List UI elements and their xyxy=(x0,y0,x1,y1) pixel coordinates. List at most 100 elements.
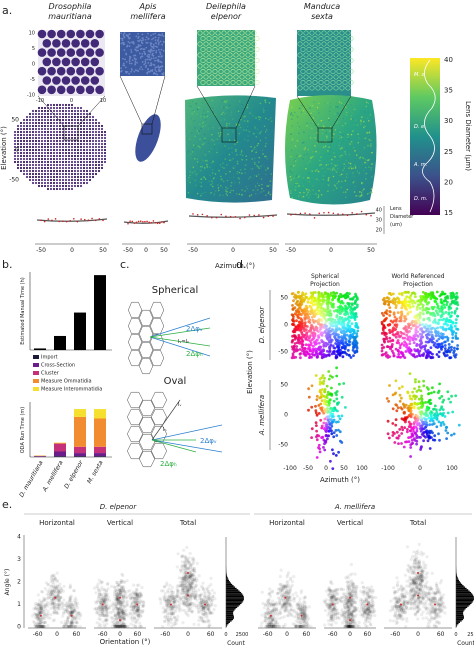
projection-point xyxy=(453,346,456,350)
ommatidium xyxy=(300,196,303,199)
projection-point xyxy=(437,420,441,424)
ommatidium xyxy=(25,118,29,122)
projection-point xyxy=(298,352,302,356)
projection-point xyxy=(328,321,332,325)
ommatidium xyxy=(303,180,305,183)
ommatidium xyxy=(303,191,305,194)
ommatidium xyxy=(22,142,26,146)
ommatidium xyxy=(217,187,220,189)
ommatidium xyxy=(301,142,304,144)
ommatidium xyxy=(216,138,219,140)
ommatidium xyxy=(194,135,197,137)
ommatidium xyxy=(55,169,59,173)
projection-point xyxy=(309,341,313,345)
ommatidium xyxy=(258,184,260,187)
ommatidium xyxy=(67,118,71,122)
ommatidium xyxy=(49,169,53,173)
lens xyxy=(154,36,157,39)
projection-point xyxy=(327,370,331,373)
ommatidium xyxy=(79,166,83,170)
projection-point xyxy=(383,296,386,300)
projection-point xyxy=(293,342,297,345)
zoom-box xyxy=(317,127,333,143)
projection-point xyxy=(437,350,441,354)
ommatidium xyxy=(67,142,71,146)
lens xyxy=(321,41,327,47)
ommatidium xyxy=(297,176,299,179)
ommatidium xyxy=(367,159,370,162)
projection-point xyxy=(295,294,299,298)
projection-point xyxy=(435,425,439,429)
projection-point xyxy=(325,328,328,331)
ommatidium xyxy=(250,194,253,196)
projection-point xyxy=(404,327,408,331)
lens xyxy=(321,63,327,69)
projection-point xyxy=(446,337,450,340)
projection-point xyxy=(392,354,396,358)
ommatidium xyxy=(344,123,346,125)
lens xyxy=(206,46,212,52)
projection-point xyxy=(304,304,308,308)
ommatidium xyxy=(82,154,86,158)
lens xyxy=(318,69,324,75)
ommatidium xyxy=(58,130,62,134)
projection-point xyxy=(335,314,339,317)
ommatidium xyxy=(303,154,305,156)
ommatidium xyxy=(264,101,267,104)
ommatidium xyxy=(58,103,62,107)
lens xyxy=(149,44,152,46)
ommatidium xyxy=(230,181,233,184)
projection-point xyxy=(291,347,295,351)
projection-point xyxy=(436,330,440,334)
projection-point xyxy=(409,310,412,314)
tick-label: -50 xyxy=(9,177,19,184)
ommatidium xyxy=(358,156,361,159)
ommatidium xyxy=(321,167,324,170)
projection-point xyxy=(440,405,444,409)
lens xyxy=(342,69,348,75)
tick-label: -50 xyxy=(278,442,288,449)
lens xyxy=(339,85,345,91)
lens xyxy=(248,80,254,86)
projection-point xyxy=(409,455,412,458)
ommatidium xyxy=(231,160,233,162)
projection-point xyxy=(411,390,414,394)
ommatidium xyxy=(43,172,47,176)
ommatidium xyxy=(254,127,257,129)
projection-point xyxy=(325,423,329,427)
ommatidium xyxy=(352,181,354,184)
ommatidium xyxy=(346,147,348,150)
ray xyxy=(149,336,211,347)
ommatidium xyxy=(34,148,38,152)
ommatidium xyxy=(262,107,264,110)
ommatidium xyxy=(22,163,26,167)
ommatidium xyxy=(43,163,47,167)
projection-point xyxy=(404,290,408,294)
ommatidium xyxy=(49,160,53,164)
diameter-point xyxy=(58,220,61,223)
ommatidium xyxy=(16,151,20,155)
ommatidium xyxy=(204,118,207,121)
projection-point xyxy=(433,434,437,438)
projection-point xyxy=(296,348,299,352)
lens xyxy=(200,57,206,63)
projection-point xyxy=(387,303,390,307)
lens xyxy=(330,46,336,52)
ommatidium xyxy=(88,142,92,146)
ommatidium xyxy=(294,183,297,185)
ray xyxy=(149,327,211,338)
ommatidium xyxy=(82,181,86,185)
ommatidium xyxy=(67,130,71,134)
lens xyxy=(218,80,224,86)
stacked-bar xyxy=(54,456,66,457)
lens xyxy=(152,72,155,75)
ommatidium xyxy=(252,114,254,117)
lens xyxy=(146,58,149,61)
ommatidium xyxy=(337,156,339,159)
lens xyxy=(136,46,139,49)
lens xyxy=(132,54,135,57)
projection-point xyxy=(383,318,387,321)
lens xyxy=(236,35,242,41)
projection-point xyxy=(401,402,405,406)
ommatidium xyxy=(325,132,328,134)
